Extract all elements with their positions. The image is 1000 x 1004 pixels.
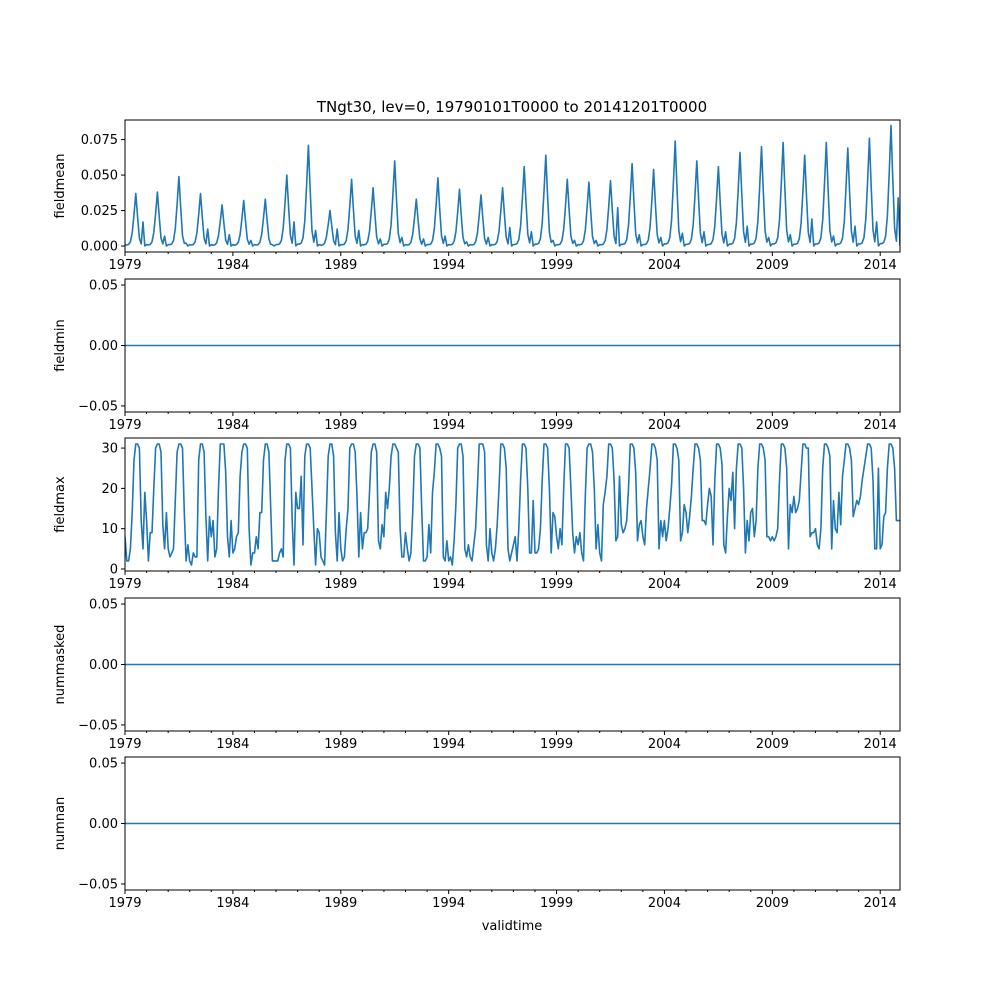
x-tick-label: 1984 bbox=[216, 896, 249, 911]
panel-nummasked: −0.05 0.00 0.05 nummasked 1979 1984 1989 1994 19… bbox=[53, 597, 901, 752]
series-line-fieldmax bbox=[125, 443, 900, 566]
x-tick-label: 2009 bbox=[756, 896, 789, 911]
series-line-fieldmean bbox=[125, 124, 900, 247]
x-tick-label: 1994 bbox=[432, 577, 465, 592]
x-tick-label: 2009 bbox=[756, 577, 789, 592]
x-tick-label: 1989 bbox=[324, 418, 357, 433]
x-tick-label: 2009 bbox=[756, 258, 789, 273]
y-tick-label: 0 bbox=[110, 562, 118, 577]
x-tick-label: 1979 bbox=[108, 896, 141, 911]
x-axis-label: validtime bbox=[482, 919, 543, 934]
y-axis-label: numnan bbox=[53, 797, 68, 851]
x-tick-label: 1994 bbox=[432, 258, 465, 273]
panel-fieldmean: 0.000 0.025 0.050 0.075 fieldmean 1979 1984 198… bbox=[53, 119, 901, 273]
y-tick-label: 0.00 bbox=[89, 817, 118, 832]
y-tick-label: 0.000 bbox=[81, 240, 118, 255]
y-axis-label: fieldmean bbox=[53, 154, 68, 219]
y-tick-label: 0.05 bbox=[89, 757, 118, 772]
y-tick-label: 0.00 bbox=[89, 339, 118, 354]
y-tick-label: −0.05 bbox=[78, 399, 118, 414]
y-tick-label: 10 bbox=[101, 522, 118, 537]
x-tick-label: 1984 bbox=[216, 737, 249, 752]
x-tick-label: 1979 bbox=[108, 577, 141, 592]
x-tick-label: 1979 bbox=[108, 418, 141, 433]
x-tick-label: 2004 bbox=[648, 418, 681, 433]
y-axis-label: fieldmin bbox=[53, 319, 68, 372]
y-tick-label: 0.00 bbox=[89, 658, 118, 673]
x-tick-label: 1984 bbox=[216, 418, 249, 433]
chart-title: TNgt30, lev=0, 19790101T0000 to 20141201… bbox=[316, 98, 707, 116]
y-tick-label: −0.05 bbox=[78, 877, 118, 892]
y-axis-label: nummasked bbox=[53, 625, 68, 705]
x-tick-label: 1999 bbox=[540, 896, 573, 911]
panel-numnan: −0.05 0.00 0.05 numnan 1979 1984 1989 1994 1999 2… bbox=[53, 756, 901, 911]
x-tick-label: 1979 bbox=[108, 258, 141, 273]
y-tick-label: 0.050 bbox=[81, 169, 118, 184]
x-tick-label: 2004 bbox=[648, 896, 681, 911]
y-tick-label: −0.05 bbox=[78, 718, 118, 733]
x-tick-label: 2004 bbox=[648, 737, 681, 752]
x-tick-label: 2009 bbox=[756, 737, 789, 752]
x-tick-label: 1979 bbox=[108, 737, 141, 752]
x-tick-label: 2014 bbox=[864, 418, 897, 433]
x-tick-label: 2014 bbox=[864, 258, 897, 273]
x-tick-label: 2009 bbox=[756, 418, 789, 433]
x-tick-label: 2014 bbox=[864, 737, 897, 752]
y-tick-label: 20 bbox=[101, 482, 118, 497]
x-tick-label: 1984 bbox=[216, 258, 249, 273]
x-tick-label: 1994 bbox=[432, 737, 465, 752]
x-tick-label: 1989 bbox=[324, 896, 357, 911]
x-tick-label: 1994 bbox=[432, 896, 465, 911]
y-tick-label: 0.05 bbox=[89, 598, 118, 613]
x-tick-label: 1989 bbox=[324, 258, 357, 273]
y-tick-label: 0.05 bbox=[89, 279, 118, 294]
x-tick-label: 2014 bbox=[864, 577, 897, 592]
x-tick-label: 1989 bbox=[324, 737, 357, 752]
x-tick-label: 1999 bbox=[540, 418, 573, 433]
x-tick-label: 1994 bbox=[432, 418, 465, 433]
y-axis-label: fieldmax bbox=[53, 476, 68, 533]
x-tick-label: 2004 bbox=[648, 577, 681, 592]
panel-fieldmin: −0.05 0.00 0.05 fieldmin 1979 1984 1989 1994 199… bbox=[53, 278, 901, 433]
y-tick-label: 30 bbox=[101, 442, 118, 457]
y-tick-label: 0.025 bbox=[81, 204, 118, 219]
x-tick-label: 1999 bbox=[540, 258, 573, 273]
x-tick-label: 2014 bbox=[864, 896, 897, 911]
x-tick-label: 1989 bbox=[324, 577, 357, 592]
x-tick-label: 1999 bbox=[540, 737, 573, 752]
axes-frame bbox=[124, 437, 901, 572]
x-tick-label: 2004 bbox=[648, 258, 681, 273]
x-tick-label: 1984 bbox=[216, 577, 249, 592]
axes-frame bbox=[124, 119, 901, 253]
panel-fieldmax: 0 10 20 30 fieldmax 1979 1984 1989 1994 1999 2004 2… bbox=[53, 437, 901, 592]
y-tick-label: 0.075 bbox=[81, 133, 118, 148]
x-tick-label: 1999 bbox=[540, 577, 573, 592]
